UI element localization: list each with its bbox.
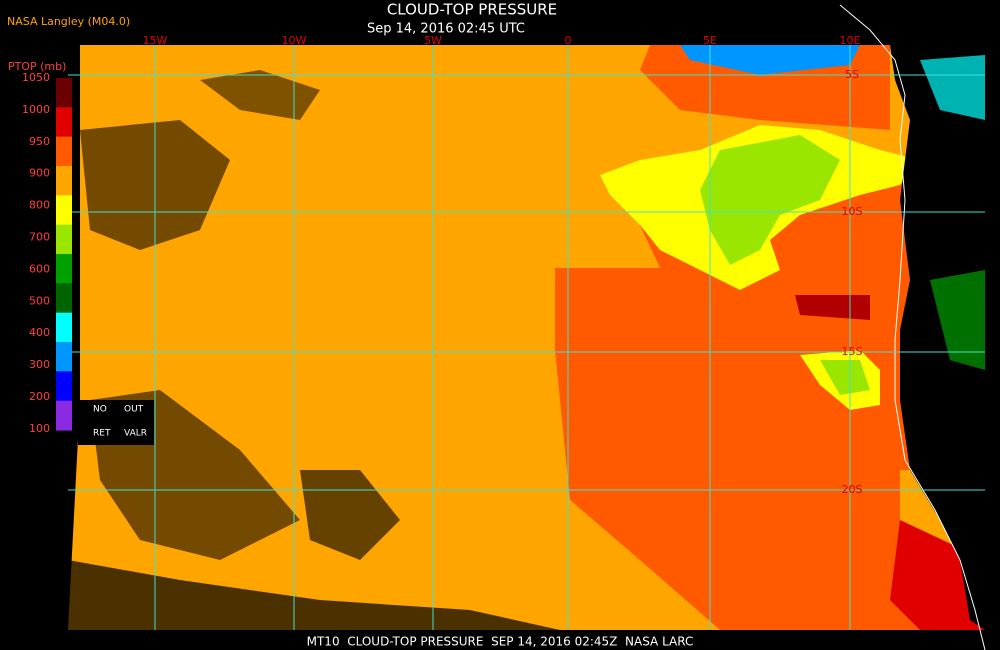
legend-label: 900	[29, 167, 50, 180]
latitude-label: 10S	[842, 205, 863, 218]
graticule: 15W 10W 5W 0 5E 10E 5S 10S 15S 20S	[68, 34, 985, 630]
clear-sky	[68, 560, 560, 630]
legend-title: PTOP (mb)	[8, 60, 66, 73]
coastline	[839, 4, 986, 650]
legend-note: OUT	[124, 405, 144, 415]
land	[890, 45, 985, 630]
legend-label: 200	[29, 390, 50, 403]
title: CLOUD-TOP PRESSURE	[387, 1, 557, 19]
clear-sky	[300, 470, 400, 560]
legend-label: 500	[29, 294, 50, 307]
source-label: NASA Langley (M04.0)	[7, 15, 130, 28]
subtitle: Sep 14, 2016 02:45 UTC	[367, 22, 525, 37]
legend: 1050 1000 950 900 800 700 600 500 400 300 200 100 NO…	[22, 71, 154, 445]
legend-swatch	[56, 342, 72, 372]
legend-swatch	[56, 107, 72, 138]
low-cloud	[890, 520, 985, 630]
legend-note-box	[78, 400, 154, 445]
legend-swatch	[56, 136, 72, 167]
legend-swatch	[56, 312, 72, 343]
legend-note: VALR	[124, 429, 147, 439]
legend-swatch	[56, 254, 72, 284]
legend-swatch	[56, 224, 72, 255]
high-cloud	[680, 45, 860, 75]
mid-cloud-core	[700, 135, 840, 265]
high-pressure-region	[555, 145, 970, 630]
legend-swatch	[56, 195, 72, 226]
land-cloud	[930, 270, 985, 370]
longitude-label: 0	[565, 34, 572, 47]
legend-label: 400	[29, 326, 50, 339]
longitude-label: 5E	[703, 34, 717, 47]
legend-swatch	[56, 166, 72, 196]
map-imagery	[68, 4, 986, 650]
latitude-label: 20S	[842, 483, 863, 496]
legend-note: NO	[93, 405, 107, 415]
legend-label: 100	[29, 422, 50, 435]
legend-label: 300	[29, 358, 50, 371]
footer: MT10 CLOUD-TOP PRESSURE SEP 14, 2016 02:…	[307, 635, 694, 649]
legend-label: 600	[29, 262, 50, 275]
longitude-label: 5W	[424, 34, 442, 47]
legend-swatch	[56, 400, 72, 431]
longitude-label: 15W	[143, 34, 168, 47]
legend-swatch	[56, 78, 72, 108]
land-cloud	[920, 55, 985, 120]
legend-label: 950	[29, 135, 50, 148]
legend-swatch	[56, 371, 72, 402]
clear-sky	[200, 70, 320, 120]
legend-label: 800	[29, 199, 50, 212]
legend-label: 1000	[22, 103, 50, 116]
legend-note: RET	[93, 429, 111, 439]
legend-label: 1050	[22, 71, 50, 84]
latitude-label: 5S	[845, 68, 859, 81]
mid-cloud-core	[820, 360, 870, 395]
legend-swatch	[56, 283, 72, 314]
longitude-label: 10W	[282, 34, 307, 47]
latitude-label: 15S	[842, 345, 863, 358]
longitude-label: 10E	[840, 34, 861, 47]
legend-label: 700	[29, 231, 50, 244]
low-cloud	[795, 295, 870, 320]
